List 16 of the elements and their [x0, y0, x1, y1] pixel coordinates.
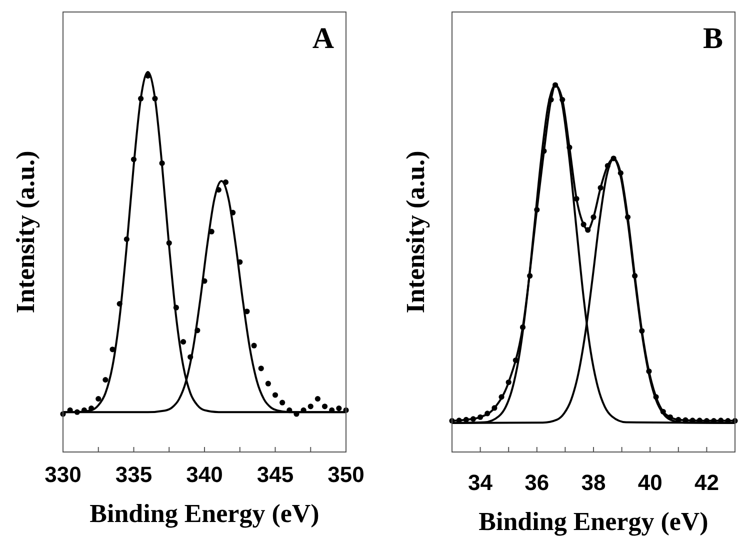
- x-tick-label: 38: [581, 470, 606, 495]
- x-axis-title: Binding Energy (eV): [478, 507, 708, 536]
- x-axis-title: Binding Energy (eV): [90, 499, 320, 528]
- y-axis-title: Intensity (a.u.): [10, 150, 40, 314]
- y-axis-title: Intensity (a.u.): [400, 150, 430, 314]
- x-tick-label: 330: [44, 462, 82, 487]
- x-tick-label: 36: [524, 470, 550, 495]
- x-tick-label: 34: [468, 470, 494, 495]
- x-tick-label: 350: [328, 462, 364, 487]
- x-tick-label: 42: [694, 470, 719, 495]
- x-tick-label: 340: [186, 462, 223, 487]
- x-tick-label: 345: [256, 462, 294, 487]
- text: A: [312, 22, 334, 55]
- x-tick-label: 40: [638, 470, 662, 495]
- text: B: [702, 22, 723, 55]
- x-tick-label: 335: [115, 462, 152, 487]
